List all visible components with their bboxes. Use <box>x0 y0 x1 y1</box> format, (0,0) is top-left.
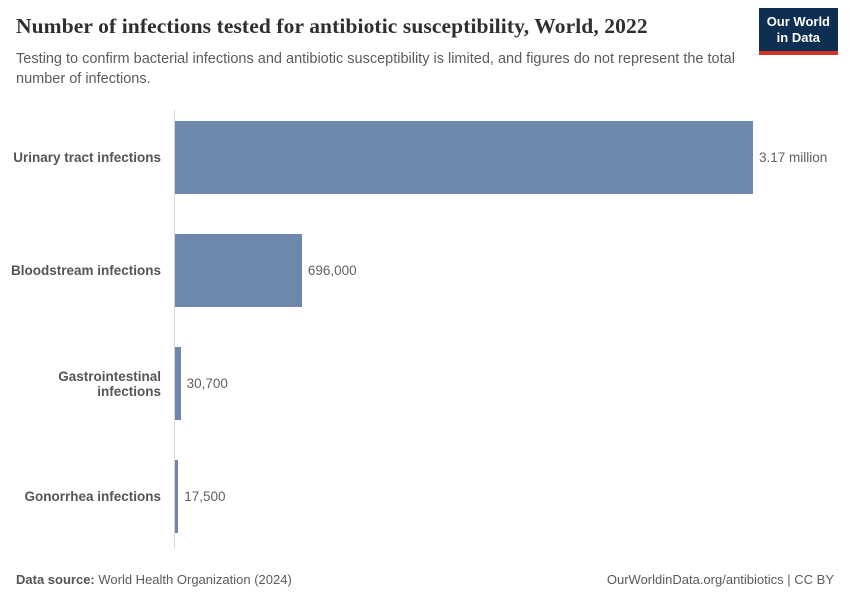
owid-logo-text-line1: Our World <box>766 14 830 29</box>
category-label: Gastrointestinal infections <box>58 368 161 399</box>
chart-footer: Data source: World Health Organization (… <box>16 572 834 587</box>
data-source-label: Data source: <box>16 572 95 587</box>
category-label: Gonorrhea infections <box>24 489 161 504</box>
bar-row: Gastrointestinal infections 30,700 <box>0 327 850 440</box>
data-source-value: World Health Organization (2024) <box>94 572 292 587</box>
bar-row: Gonorrhea infections 17,500 <box>0 440 850 553</box>
category-label: Bloodstream infections <box>10 263 161 278</box>
bar[interactable] <box>175 121 753 194</box>
bar-track: 3.17 million <box>175 121 850 194</box>
bar-row: Bloodstream infections 696,000 <box>0 214 850 327</box>
chart-subtitle: Testing to confirm bacterial infections … <box>16 51 735 88</box>
bar-row: Urinary tract infections 3.17 million <box>0 101 850 214</box>
y-axis-line <box>174 110 175 548</box>
license-label: CC BY <box>794 572 834 587</box>
bar-chart-plot-area: Urinary tract infections 3.17 million Bloo… <box>0 101 850 553</box>
value-label: 30,700 <box>186 376 228 391</box>
value-label: 17,500 <box>184 489 226 504</box>
owid-url-link[interactable]: OurWorldinData.org/antibiotics <box>606 572 784 587</box>
category-label: Urinary tract infections <box>13 150 161 165</box>
bar-track: 17,500 <box>175 460 850 533</box>
value-label: 3.17 million <box>759 150 828 165</box>
bar-rows: Urinary tract infections 3.17 million Bloo… <box>0 101 850 553</box>
bar[interactable] <box>175 347 181 420</box>
owid-logo[interactable]: Our World in Data <box>758 8 838 55</box>
attribution-note: OurWorldinData.org/antibiotics | CC BY <box>607 572 834 587</box>
bar-track: 30,700 <box>175 347 850 420</box>
value-label: 696,000 <box>307 263 357 278</box>
owid-logo-text-line2: in Data <box>776 30 821 46</box>
bar[interactable] <box>175 234 302 307</box>
data-source-note: Data source: World Health Organization (… <box>16 572 292 587</box>
bar[interactable] <box>175 460 179 533</box>
footer-separator: | <box>783 572 795 587</box>
bar-track: 696,000 <box>175 234 850 307</box>
chart-title: Number of infections tested for antibiot… <box>16 14 648 38</box>
